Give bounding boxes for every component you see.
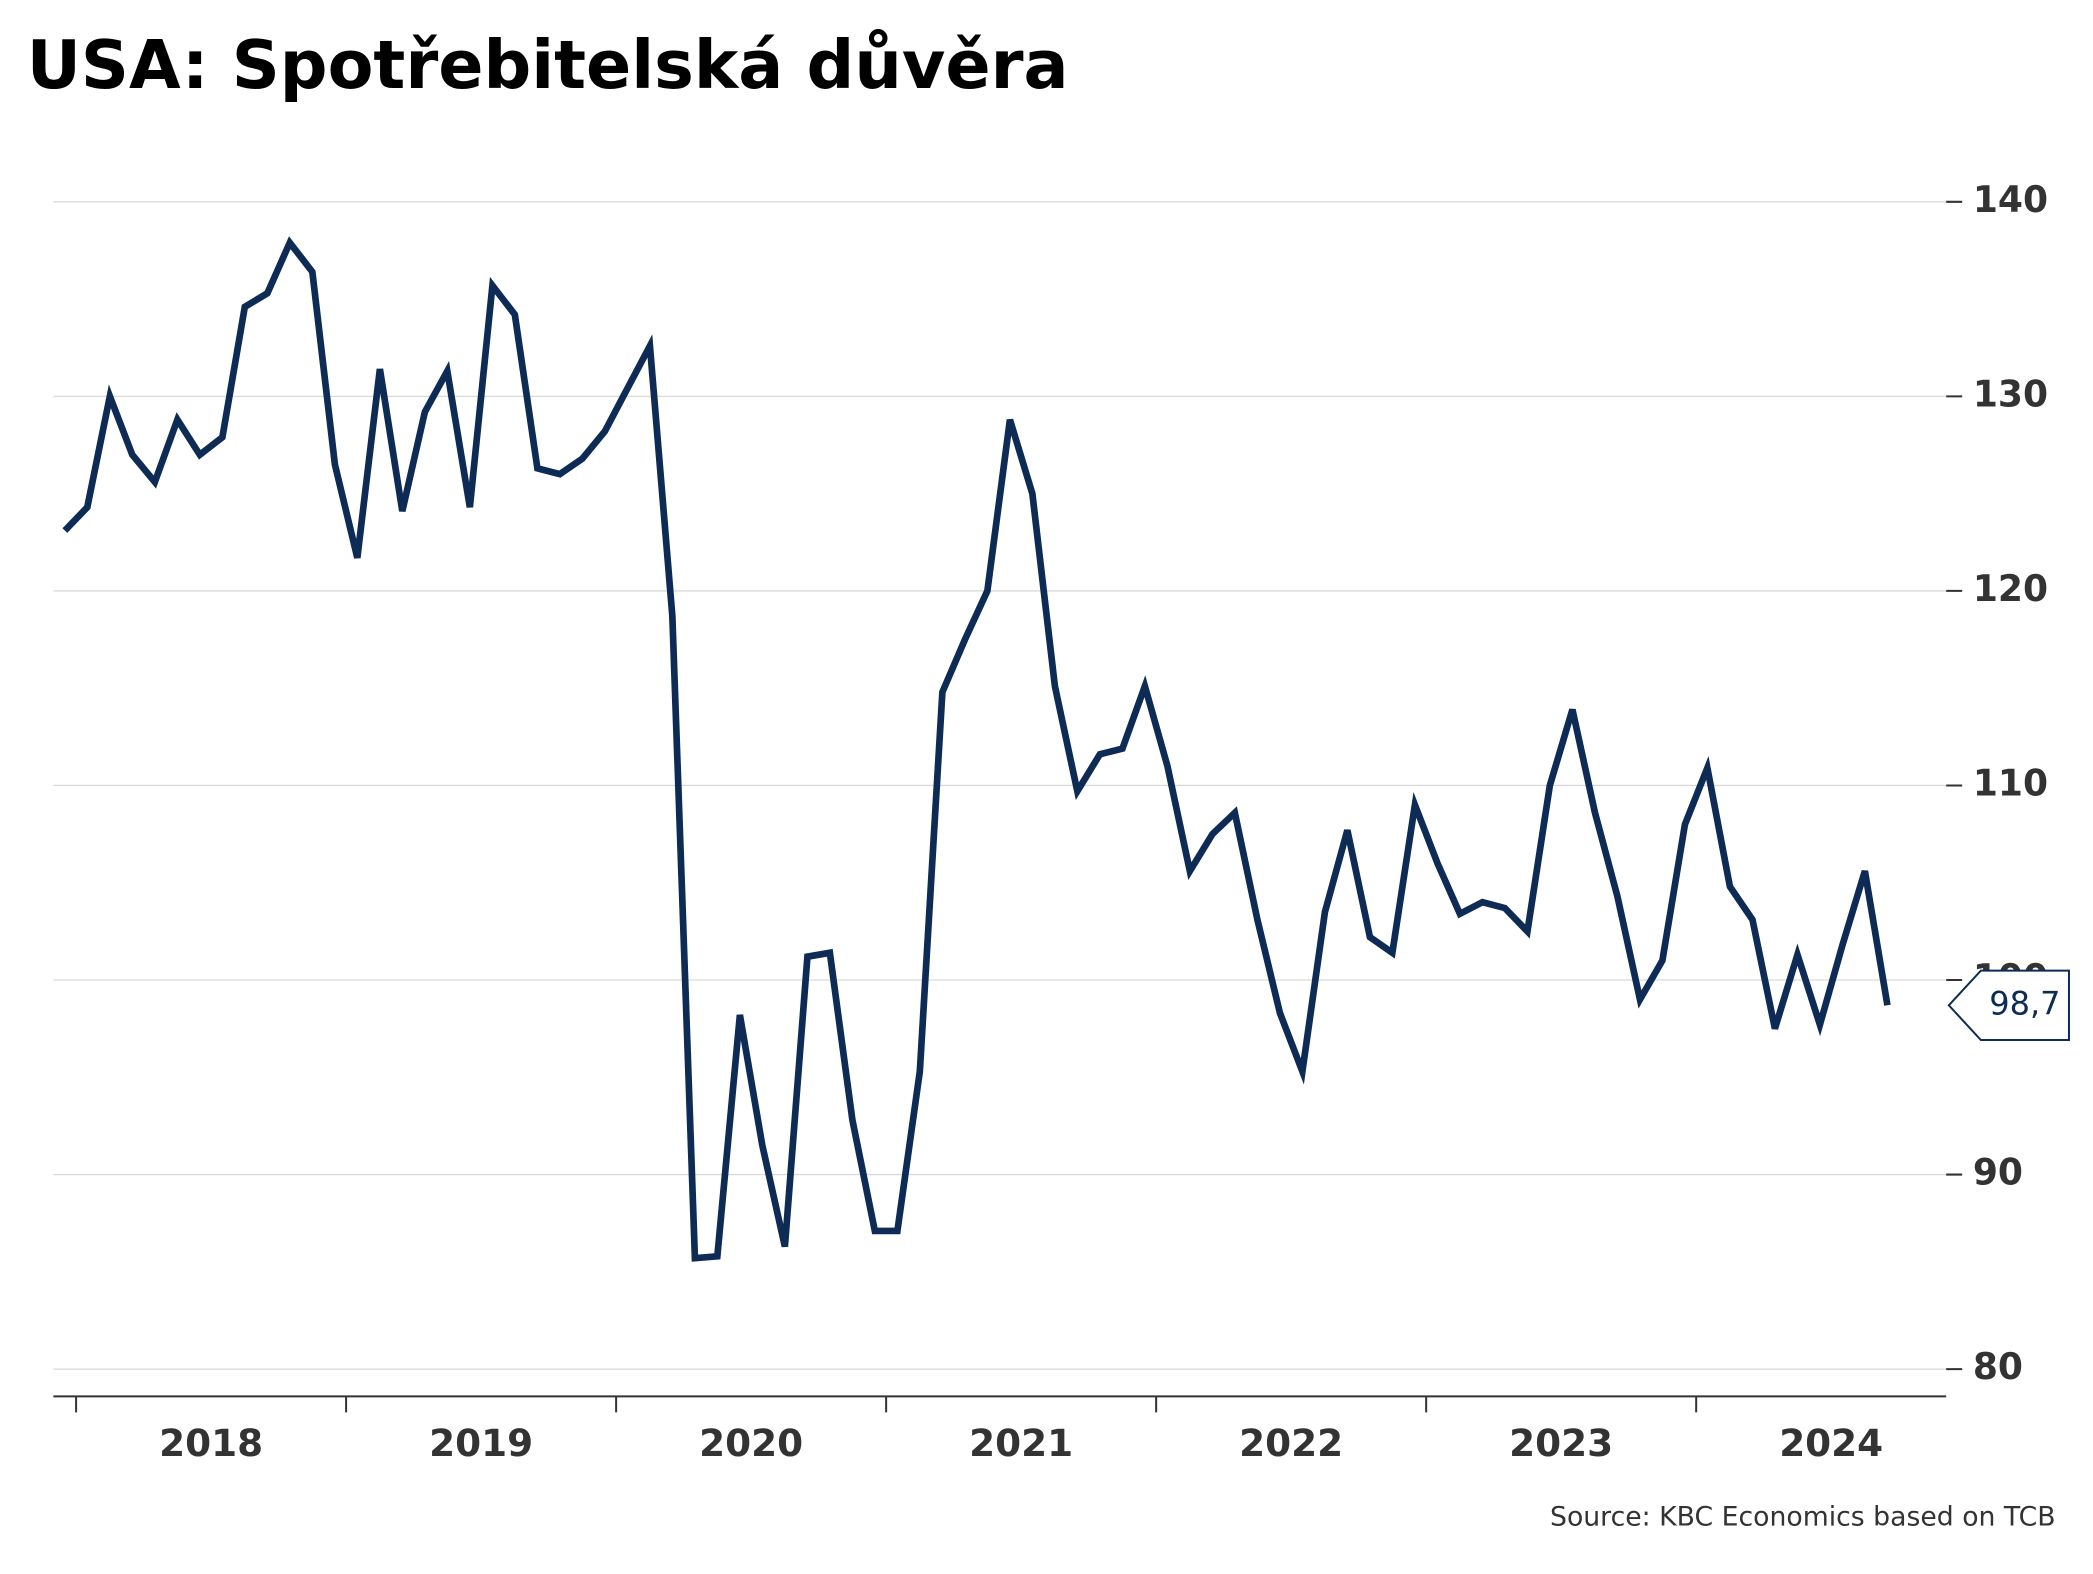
y-tick-label: 80 (1973, 1347, 2023, 1388)
x-tick-label: 2024 (1779, 1421, 1883, 1465)
x-tick-label: 2021 (969, 1421, 1073, 1465)
x-tick-label: 2020 (699, 1421, 803, 1465)
y-tick-label: 90 (1973, 1153, 2023, 1194)
source: Source: KBC Economics based on TCB (1550, 1501, 2056, 1532)
y-tick-label: 120 (1973, 569, 2048, 610)
label-box (1947, 969, 2070, 1042)
data-line (62, 236, 1891, 1262)
x-tick-label: 2022 (1239, 1421, 1343, 1465)
y-tick-label: 130 (1973, 374, 2048, 415)
value-label: 98,7 (1989, 984, 2060, 1022)
x-tick-label: 2018 (159, 1421, 263, 1465)
x-tick-label: 2019 (429, 1421, 533, 1465)
x-tick-label: 2023 (1509, 1421, 1613, 1465)
y-tick-label: 140 (1973, 180, 2048, 221)
y-tick-label: 110 (1973, 763, 2048, 804)
chart-title: USA: Spotřebitelská důvěra (27, 26, 1069, 104)
